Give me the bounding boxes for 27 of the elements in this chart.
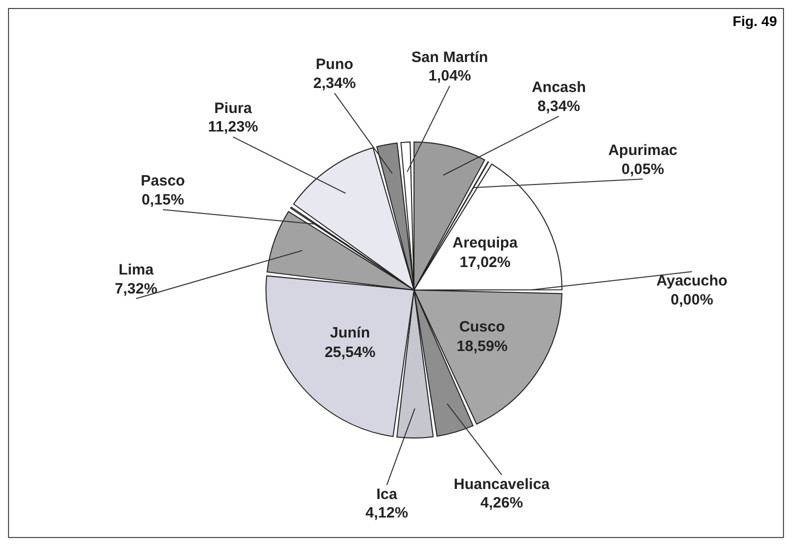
slice-label: San Martín xyxy=(411,48,488,66)
slice-label: Puno xyxy=(316,56,354,74)
data-label: 17,02% xyxy=(460,254,510,271)
slice-label: Huancavelica xyxy=(454,476,550,493)
data-label: 1,04% xyxy=(428,68,472,85)
caption: Fig. 49 xyxy=(732,13,777,29)
data-label: 7,32% xyxy=(114,280,158,298)
data-label: 25,54% xyxy=(324,344,376,361)
data-label: 0,15% xyxy=(142,191,184,208)
slice-label: Arequipa xyxy=(452,234,518,252)
data-label: 4,26% xyxy=(480,494,523,512)
slice-label: Pasco xyxy=(140,172,185,190)
data-label: 2,34% xyxy=(313,74,356,92)
slice-label: Ica xyxy=(376,486,398,503)
data-label: 8,34% xyxy=(538,98,580,115)
category-label: Ayacucho xyxy=(656,272,728,290)
data-label: 18,59% xyxy=(456,338,508,356)
slice-label: Ancash xyxy=(532,79,586,96)
slice-label: Piura xyxy=(214,100,252,117)
slice-label: Cusco xyxy=(459,318,506,336)
text: 0,00% xyxy=(670,291,714,308)
data-label: 0,05% xyxy=(622,160,664,178)
slice-label: Apurimac xyxy=(608,142,678,160)
slice-label: Junín xyxy=(330,324,370,342)
data-label: 4,12% xyxy=(366,504,408,522)
slice-label: Lima xyxy=(118,262,154,279)
data-label: 11,23% xyxy=(208,118,258,136)
